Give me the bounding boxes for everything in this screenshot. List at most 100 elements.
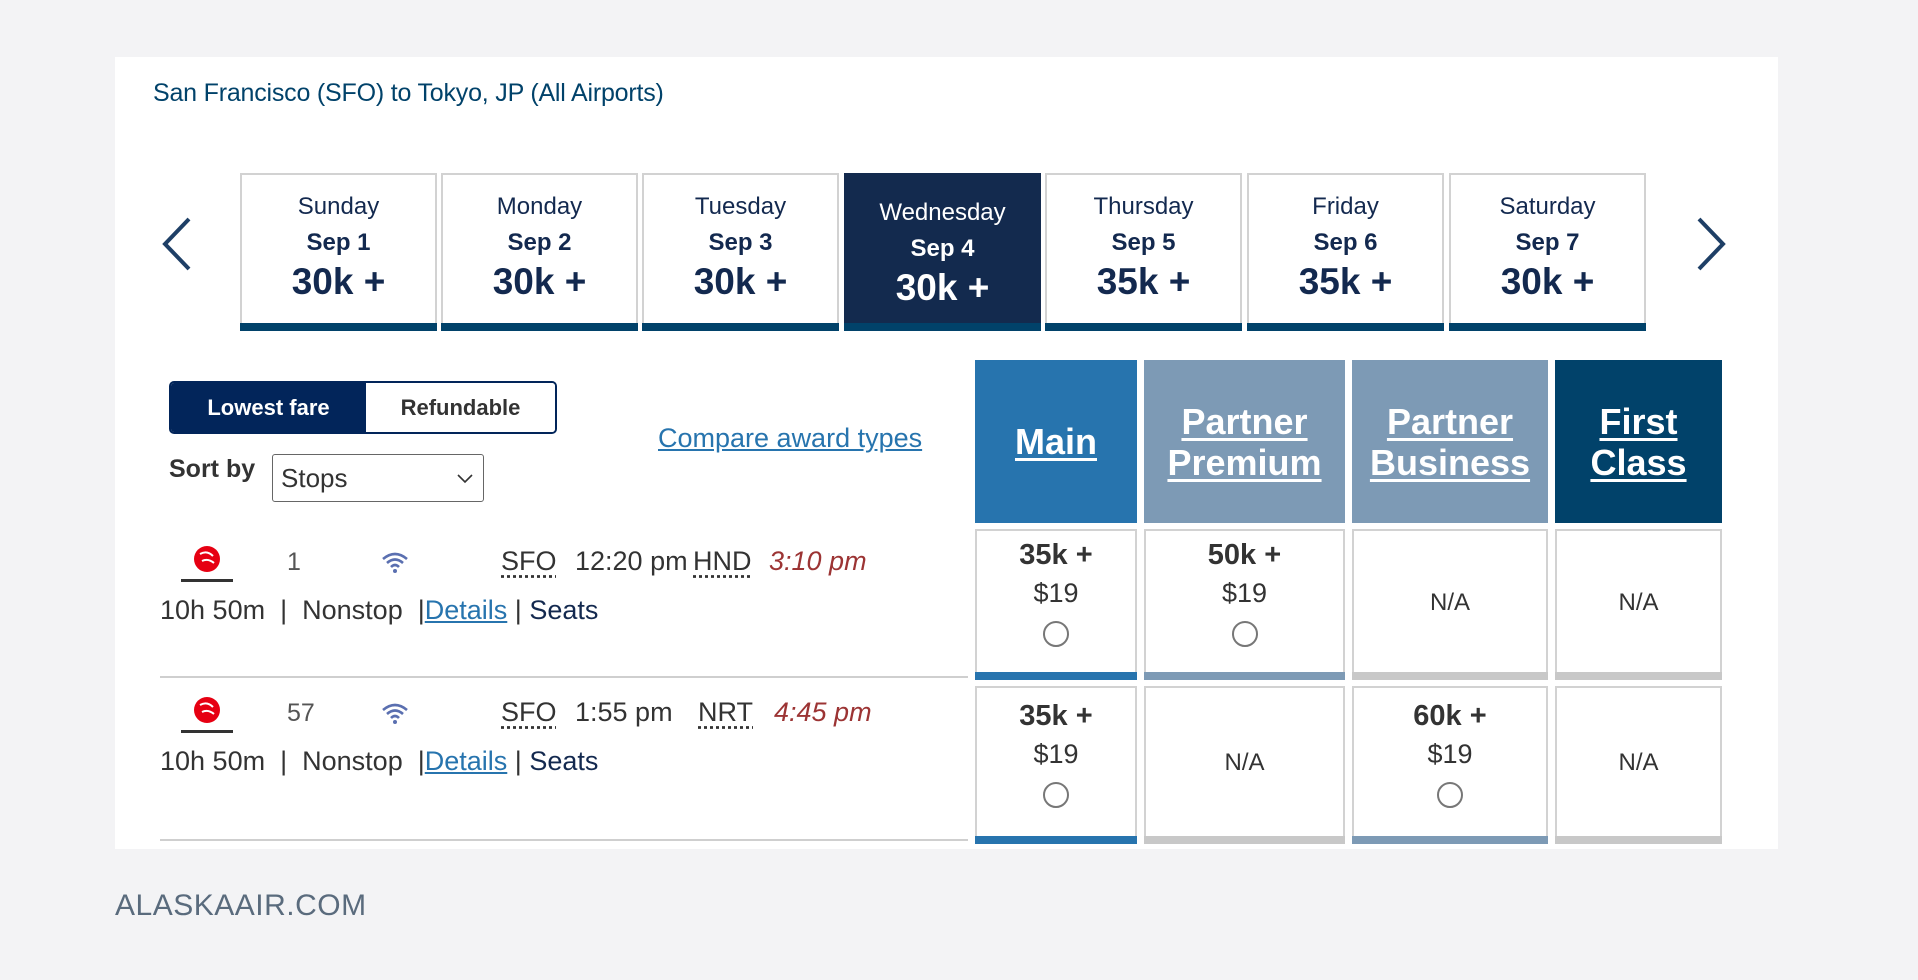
- fare-cell-first-class: N/A: [1555, 529, 1722, 680]
- date-date: Sep 6: [1313, 229, 1378, 256]
- fare-cell-main[interactable]: 35k + $19: [975, 686, 1137, 844]
- wifi-icon: [382, 552, 408, 573]
- fare-cell-main[interactable]: 35k + $19: [975, 529, 1137, 680]
- header-line: Business: [1369, 441, 1531, 483]
- origin-airport[interactable]: SFO: [501, 546, 557, 576]
- toggle-lowest-fare[interactable]: Lowest fare: [171, 383, 366, 432]
- column-header-partner-business: Partner Business: [1352, 360, 1548, 523]
- compare-award-types-link[interactable]: Compare award types: [658, 423, 923, 453]
- duration: 10h 50m: [160, 746, 266, 776]
- date-dow: Sunday: [297, 193, 380, 220]
- fare-miles: 60k +: [1413, 700, 1487, 732]
- sort-value: Stops: [281, 462, 348, 493]
- date-dow: Saturday: [1499, 193, 1596, 220]
- date-card-sun[interactable]: Sunday Sep 1 30k +: [240, 173, 437, 331]
- date-card-fri[interactable]: Friday Sep 6 35k +: [1247, 173, 1444, 331]
- column-header-first-class: First Class: [1555, 360, 1722, 523]
- fare-cell-partner-premium[interactable]: 50k + $19: [1144, 529, 1345, 680]
- first-class-header-link[interactable]: First Class: [1590, 401, 1686, 483]
- partner-business-header-link[interactable]: Partner Business: [1370, 401, 1530, 483]
- fare-cell-first-class: N/A: [1555, 686, 1722, 844]
- main-header-link[interactable]: Main: [1014, 421, 1097, 462]
- fare-cell-bar: [1555, 672, 1722, 680]
- fare-radio[interactable]: [1437, 782, 1463, 808]
- chevron-right-icon: [1697, 217, 1726, 271]
- date-card-mon[interactable]: Monday Sep 2 30k +: [441, 173, 638, 331]
- date-dow: Wednesday: [879, 199, 1006, 226]
- partner-premium-header-link[interactable]: Partner Premium: [1167, 401, 1321, 483]
- header-line: First: [1599, 400, 1678, 442]
- fare-tax: $19: [1427, 739, 1473, 769]
- date-card-wed-selected[interactable]: Wednesday Sep 4 30k +: [844, 173, 1041, 331]
- date-points: 30k +: [693, 261, 788, 302]
- column-header-partner-premium: Partner Premium: [1144, 360, 1345, 523]
- seats-link[interactable]: Seats: [529, 595, 599, 625]
- destination-airport[interactable]: HND: [693, 546, 752, 576]
- arrive-time: 4:45 pm: [774, 697, 872, 727]
- row-divider: [160, 676, 968, 678]
- fare-tax: $19: [1221, 578, 1268, 608]
- fare-unavailable: N/A: [1618, 588, 1659, 616]
- flight-number: 57: [287, 699, 315, 727]
- next-dates-button[interactable]: [1695, 217, 1727, 271]
- separator: |: [507, 595, 530, 625]
- date-card-bar: [240, 323, 437, 331]
- date-card-bar: [844, 323, 1041, 331]
- fare-unavailable: N/A: [1429, 588, 1470, 616]
- details-link[interactable]: Details: [424, 595, 508, 625]
- fare-unavailable: N/A: [1618, 749, 1659, 777]
- fare-cell-bar: [1352, 672, 1548, 680]
- fare-miles: 50k +: [1207, 539, 1282, 571]
- source-caption: ALASKAAIR.COM: [115, 889, 367, 922]
- date-points: 30k +: [291, 261, 386, 302]
- date-card-bar: [1247, 323, 1444, 331]
- fare-cell-bar: [1555, 836, 1722, 844]
- date-card-bar: [1045, 323, 1242, 331]
- sort-select[interactable]: Stops: [272, 454, 484, 502]
- sort-label: Sort by: [169, 455, 256, 483]
- fare-cell-bar: [975, 836, 1137, 844]
- row-divider: [160, 839, 968, 841]
- date-card-bar: [441, 323, 638, 331]
- fare-radio[interactable]: [1043, 621, 1069, 647]
- date-date: Sep 4: [910, 235, 975, 262]
- flight-row: 1 SFO 12:20 pm HND 3:10 pm 10h 50m | Non…: [160, 534, 968, 679]
- stops: Nonstop: [302, 595, 403, 625]
- header-line: Premium: [1167, 441, 1322, 483]
- fare-cell-partner-business[interactable]: 60k + $19: [1352, 686, 1548, 844]
- japan-airlines-logo: [181, 697, 233, 733]
- origin-airport[interactable]: SFO: [501, 697, 557, 727]
- separator: |: [272, 746, 295, 776]
- date-points: 30k +: [895, 267, 990, 308]
- date-card-bar: [642, 323, 839, 331]
- details-link[interactable]: Details: [424, 746, 508, 776]
- fare-radio[interactable]: [1231, 621, 1258, 647]
- fare-unavailable: N/A: [1224, 749, 1265, 777]
- separator: |: [410, 595, 425, 625]
- depart-time: 12:20 pm: [575, 546, 688, 576]
- fare-tax: $19: [1033, 578, 1079, 608]
- date-card-sat[interactable]: Saturday Sep 7 30k +: [1449, 173, 1646, 331]
- date-date: Sep 1: [306, 229, 371, 256]
- separator: |: [507, 746, 530, 776]
- prev-dates-button[interactable]: [161, 217, 193, 271]
- fare-miles: 35k +: [1019, 700, 1093, 732]
- date-card-thu[interactable]: Thursday Sep 5 35k +: [1045, 173, 1242, 331]
- fare-miles: 35k +: [1019, 539, 1093, 571]
- depart-time: 1:55 pm: [575, 697, 673, 727]
- date-points: 35k +: [1298, 261, 1393, 302]
- date-date: Sep 2: [507, 229, 572, 256]
- seats-link[interactable]: Seats: [529, 746, 599, 776]
- date-points: 35k +: [1096, 261, 1191, 302]
- fare-cell-bar: [1352, 836, 1548, 844]
- fare-cell-partner-premium: N/A: [1144, 686, 1345, 844]
- column-header-main: Main: [975, 360, 1137, 523]
- chevron-down-icon: [457, 474, 473, 484]
- toggle-refundable[interactable]: Refundable: [366, 383, 555, 432]
- date-card-tue[interactable]: Tuesday Sep 3 30k +: [642, 173, 839, 331]
- date-date: Sep 5: [1111, 229, 1176, 256]
- fare-radio[interactable]: [1043, 782, 1069, 808]
- results-panel: San Francisco (SFO) to Tokyo, JP (All Ai…: [115, 57, 1778, 849]
- chevron-left-icon: [162, 217, 191, 271]
- destination-airport[interactable]: NRT: [698, 697, 754, 727]
